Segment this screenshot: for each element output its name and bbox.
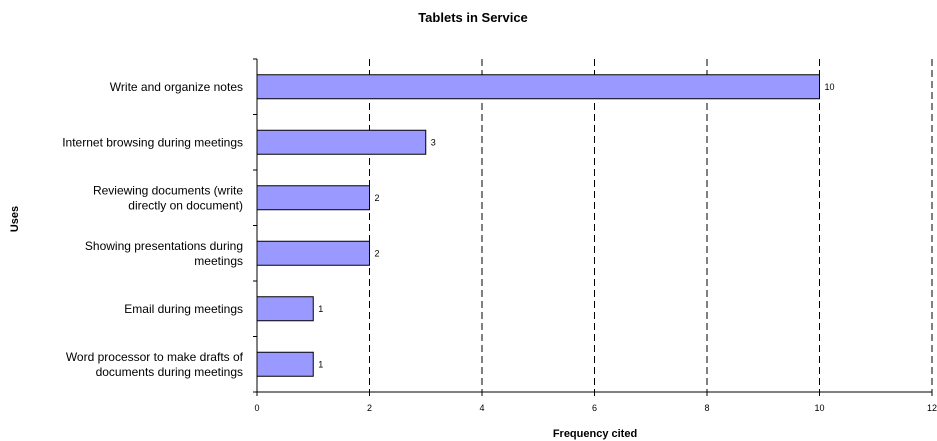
x-axis-title: Frequency cited — [553, 428, 637, 440]
category-label: Word processor to make drafts of document… — [66, 350, 244, 379]
category-label: Email during meetings — [124, 302, 243, 316]
data-label: 1 — [318, 359, 323, 369]
bar — [256, 185, 370, 211]
data-label: 2 — [375, 193, 380, 203]
chart-title: Tablets in Service — [418, 10, 528, 25]
x-tick-label: 6 — [592, 403, 597, 413]
x-tick-labels: 0 2 4 6 8 10 12 — [254, 403, 937, 413]
data-label: 3 — [431, 137, 436, 147]
data-labels: 10 3 2 2 1 1 — [318, 82, 834, 370]
bar — [256, 129, 427, 155]
category-labels: Write and organize notes Internet browsin… — [62, 80, 243, 379]
x-tick-label: 0 — [254, 403, 259, 413]
bar — [256, 351, 314, 377]
y-axis-title: Uses — [9, 206, 21, 232]
data-label: 1 — [318, 304, 323, 314]
bar — [256, 240, 370, 266]
category-label: Internet browsing during meetings — [62, 135, 243, 149]
category-label: Reviewing documents (write directly on do… — [93, 183, 243, 212]
bar — [256, 74, 820, 100]
bar — [256, 296, 314, 322]
data-label: 2 — [375, 248, 380, 258]
x-tick-label: 12 — [927, 403, 937, 413]
x-tick-label: 4 — [479, 403, 484, 413]
category-label: Showing presentations during meetings — [85, 239, 243, 268]
x-tick-label: 10 — [814, 403, 824, 413]
bars — [256, 74, 820, 377]
gridlines — [253, 58, 933, 396]
data-label: 10 — [825, 82, 835, 92]
category-label: Write and organize notes — [110, 80, 243, 94]
x-tick-label: 8 — [704, 403, 709, 413]
x-tick-label: 2 — [367, 403, 372, 413]
